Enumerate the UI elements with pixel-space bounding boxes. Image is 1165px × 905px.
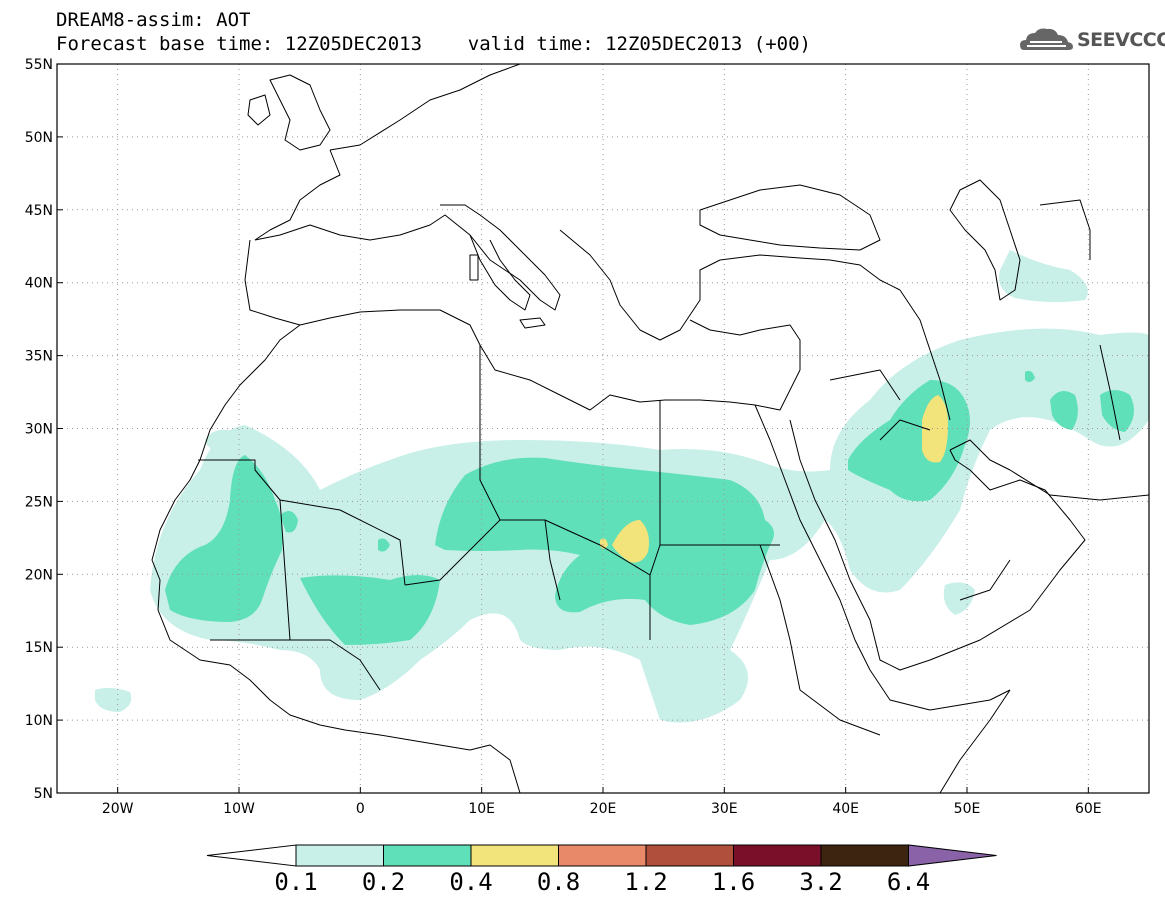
lat-tick-label: 25N <box>25 494 53 510</box>
lon-tick-label: 20E <box>590 801 617 817</box>
colorbar-swatch <box>383 844 472 867</box>
lat-tick-label: 5N <box>34 786 53 802</box>
colorbar-label: 1.6 <box>711 868 756 896</box>
lon-tick-label: 20W <box>102 801 134 817</box>
longitude-labels: 20W 10W 0 10E 20E 30E 40E 50E 60E <box>102 787 1102 817</box>
seevccc-cloud-logo-icon <box>1020 28 1073 50</box>
lat-tick-label: 20N <box>25 567 53 583</box>
latitude-labels: 5N 10N 15N 20N 25N 30N 35N 40N 45N 50N 55N <box>25 57 63 802</box>
colorbar-swatch <box>733 844 822 867</box>
colorbar-label: 0.1 <box>274 868 318 896</box>
coastlines-and-borders <box>151 64 1149 793</box>
colorbar-label: 0.8 <box>536 868 581 896</box>
colorbar-label: 0.2 <box>361 868 406 896</box>
lon-tick-label: 10E <box>468 801 495 817</box>
lat-tick-label: 50N <box>25 130 53 146</box>
colorbar-swatch <box>820 844 909 867</box>
lat-tick-label: 30N <box>25 422 53 438</box>
colorbar-swatch <box>295 844 384 867</box>
logo-text: SEEVCCC <box>1077 29 1165 51</box>
lat-tick-label: 45N <box>25 203 53 219</box>
colorbar-label: 0.4 <box>449 868 493 896</box>
lon-tick-label: 0 <box>356 801 365 817</box>
forecast-time-line: Forecast base time: 12Z05DEC2013 valid t… <box>56 33 811 55</box>
colorbar-over-triangle <box>908 844 997 867</box>
colorbar <box>206 844 997 867</box>
colorbar-swatch <box>645 844 734 867</box>
lon-tick-label: 60E <box>1075 801 1102 817</box>
colorbar-label: 3.2 <box>799 868 843 896</box>
lat-tick-label: 55N <box>25 57 53 73</box>
lon-tick-label: 50E <box>954 801 981 817</box>
colorbar-swatch <box>470 844 559 867</box>
aot-contours <box>95 250 1149 723</box>
colorbar-label: 1.2 <box>624 868 668 896</box>
lon-tick-label: 40E <box>832 801 859 817</box>
lon-tick-label: 10W <box>223 801 255 817</box>
lat-tick-label: 15N <box>25 640 53 656</box>
lat-tick-label: 10N <box>25 713 53 729</box>
lon-tick-label: 30E <box>711 801 738 817</box>
lat-tick-label: 35N <box>25 349 53 365</box>
map-title: DREAM8-assim: AOT <box>56 9 251 31</box>
lat-tick-label: 40N <box>25 276 53 292</box>
lat-lon-grid <box>57 64 1149 793</box>
colorbar-label: 6.4 <box>886 868 931 896</box>
colorbar-under-triangle <box>206 844 297 867</box>
colorbar-swatch <box>558 844 647 867</box>
